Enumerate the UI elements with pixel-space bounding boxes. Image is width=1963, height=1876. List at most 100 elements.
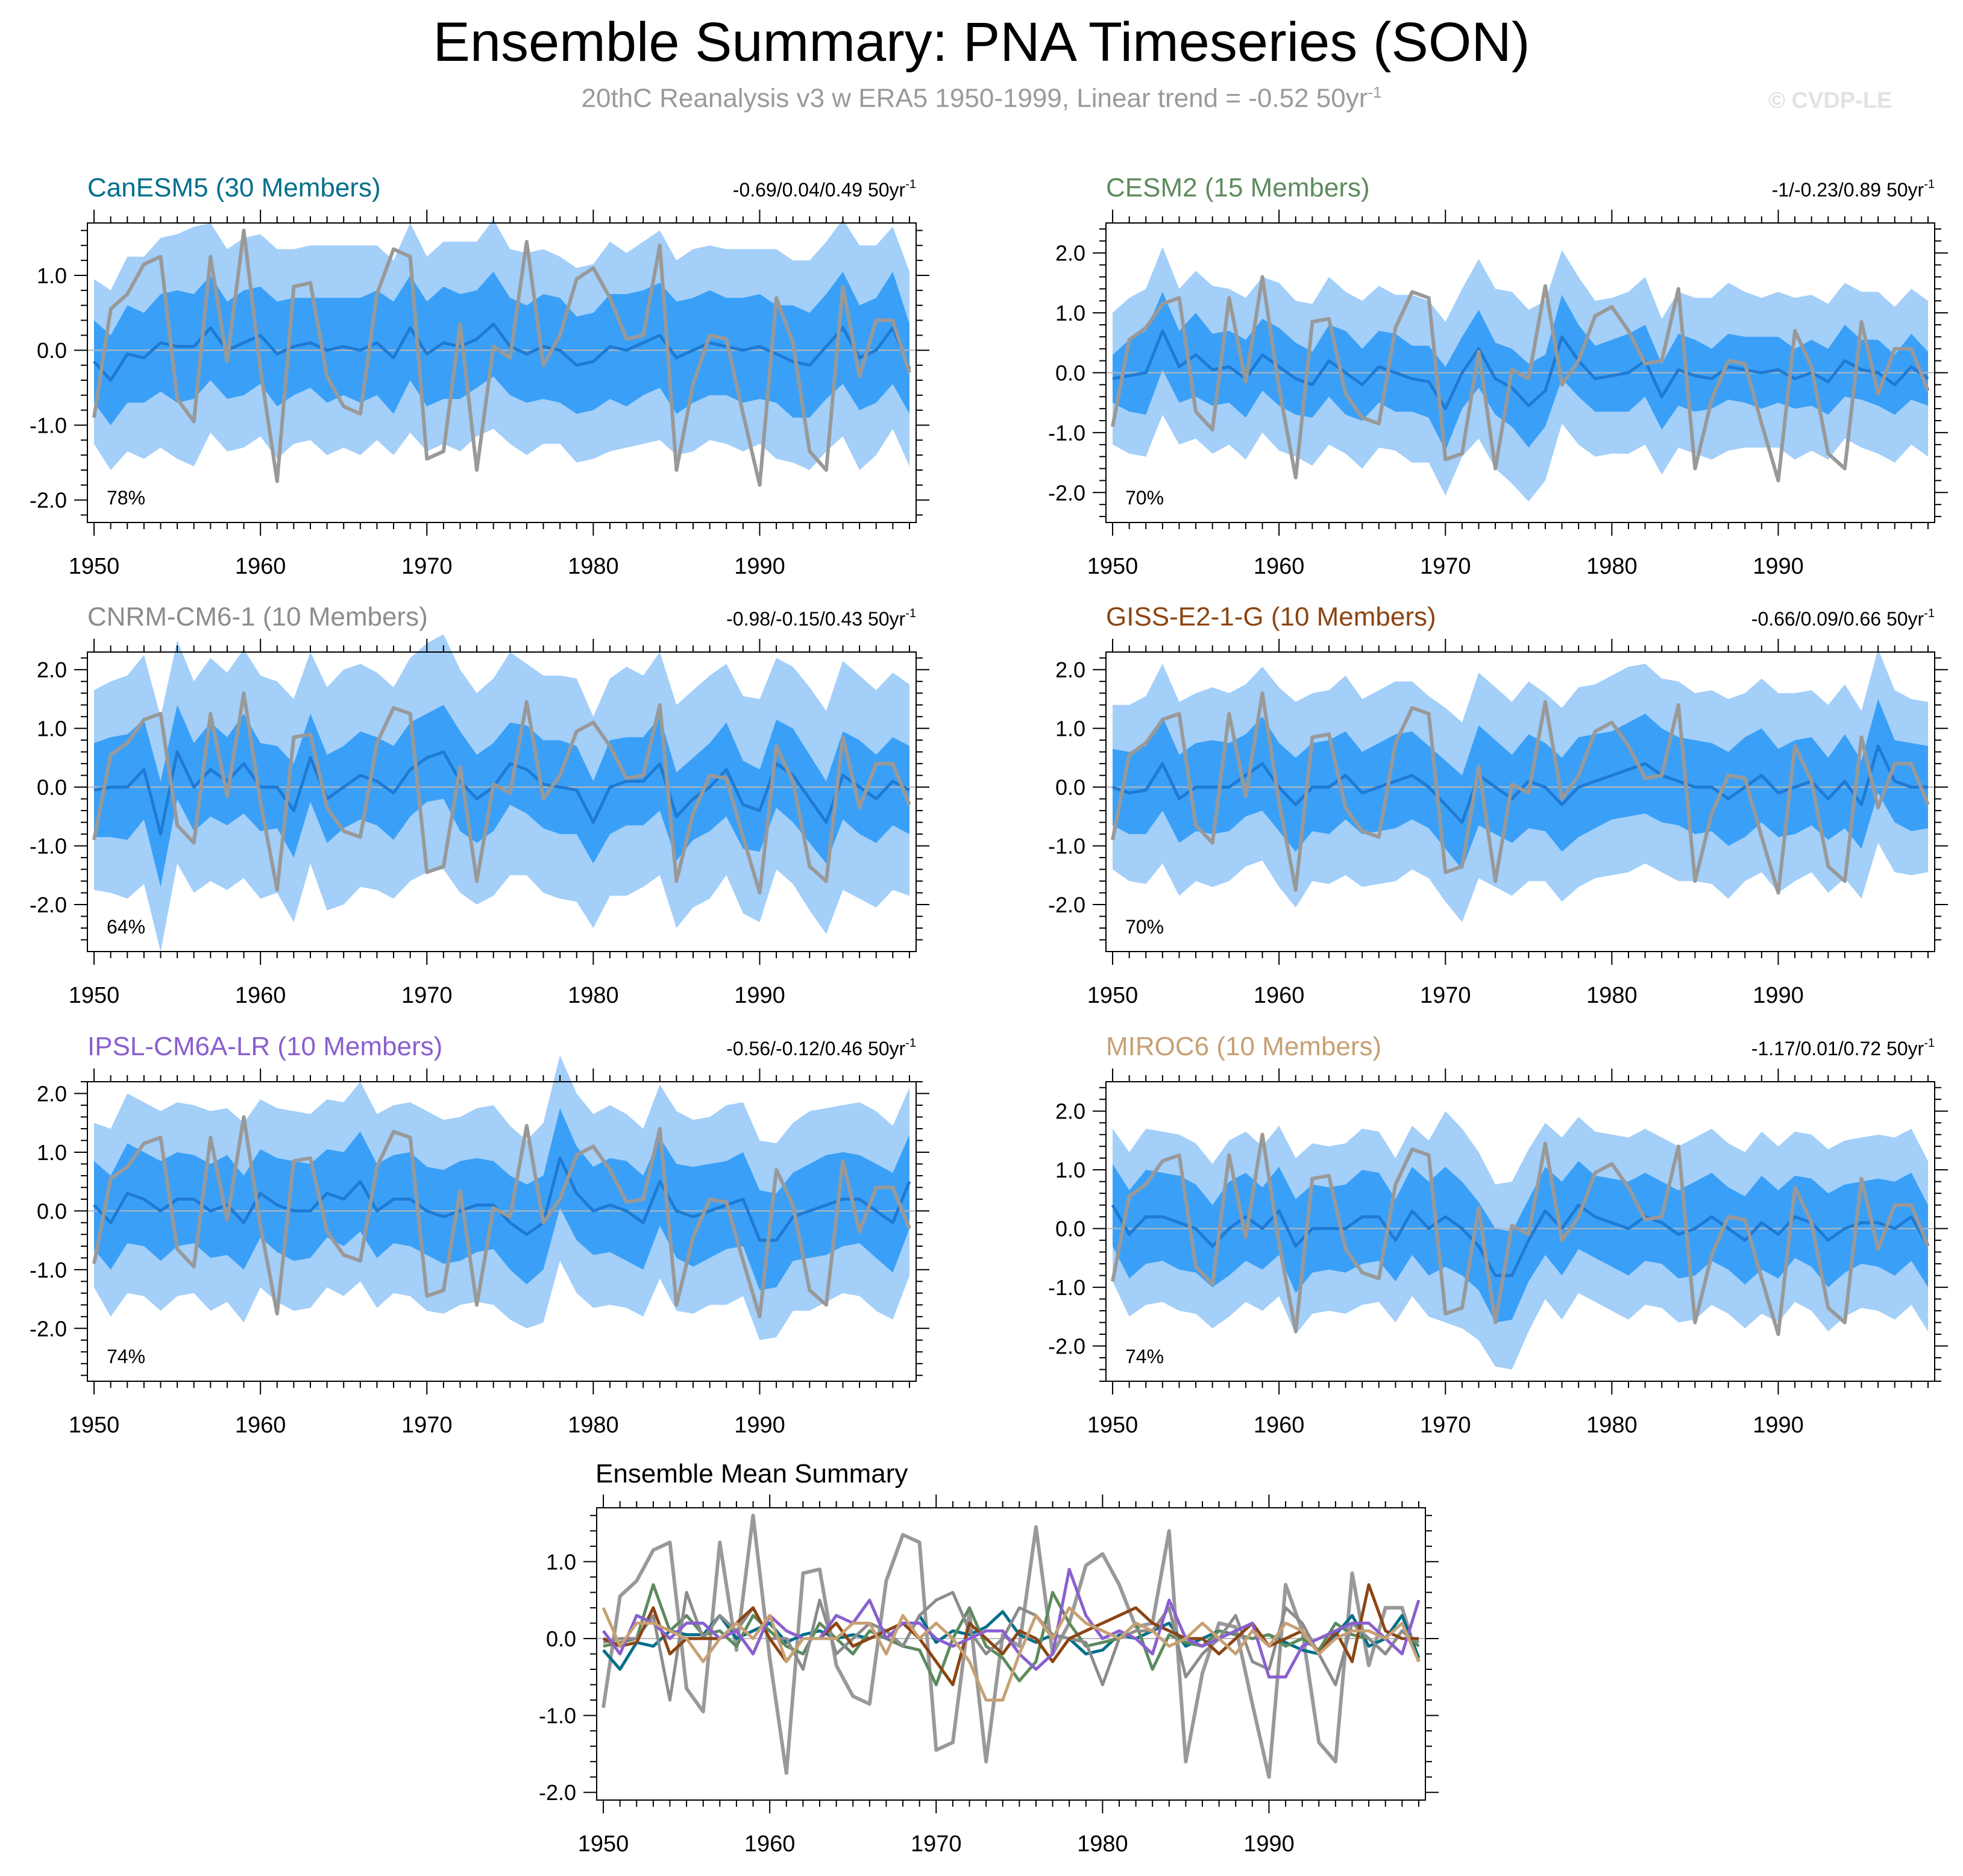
giss-e2-1-g-ytick-label: -1.0 <box>1048 834 1085 859</box>
cesm2-xtick-label: 1960 <box>1254 554 1305 579</box>
ipsl-cm6a-lr-xtick-label: 1960 <box>235 1413 286 1438</box>
giss-e2-1-g-xtick-label: 1980 <box>1586 983 1638 1008</box>
miroc6-xtick-label: 1980 <box>1586 1413 1638 1438</box>
panel-miroc6: 1950 1960 1970 1980 1990 -2.0 -1.0 0.0 1.0 2.0 MIR… <box>1048 1032 1948 1438</box>
page-title: Ensemble Summary: PNA Timeseries (SON) <box>433 11 1530 73</box>
cnrm-cm6-1-ytick-label: 1.0 <box>37 717 67 741</box>
cnrm-cm6-1-panel-title: CNRM-CM6-1 (10 Members) <box>87 602 428 632</box>
summary-xtick-label: 1960 <box>744 1831 796 1857</box>
subtitle-unit-exponent: -1 <box>1368 83 1382 101</box>
giss-e2-1-g-panel-title: GISS-E2-1-G (10 Members) <box>1106 602 1436 632</box>
miroc6-ytick-label: 1.0 <box>1055 1158 1085 1182</box>
ipsl-cm6a-lr-xtick-label: 1970 <box>401 1413 453 1438</box>
giss-e2-1-g-xtick-label: 1970 <box>1420 983 1471 1008</box>
miroc6-ytick-label: -1.0 <box>1048 1275 1085 1300</box>
canesm5-plot-frame <box>87 222 917 523</box>
cesm2-ytick-label: -1.0 <box>1048 421 1085 445</box>
summary-miroc6-mean-line <box>601 1606 1421 1702</box>
panel-cesm2: 1950 1960 1970 1980 1990 -2.0 -1.0 0.0 1.0 2.0 CES… <box>1048 173 1948 579</box>
miroc6-plot-frame <box>1105 1081 1935 1382</box>
ipsl-cm6a-lr-panel-title: IPSL-CM6A-LR (10 Members) <box>87 1032 442 1061</box>
canesm5-observed-line <box>92 228 911 487</box>
cvdp-watermark: © CVDP-LE <box>1768 88 1892 113</box>
ipsl-cm6a-lr-percent-label: 74% <box>107 1346 145 1367</box>
canesm5-ytick-label: -2.0 <box>30 488 67 513</box>
cnrm-cm6-1-xtick-label: 1990 <box>734 983 785 1008</box>
ipsl-cm6a-lr-ytick-label: 2.0 <box>37 1081 67 1106</box>
cnrm-cm6-1-ytick-label: 0.0 <box>37 775 67 800</box>
summary-ipsl-cm6a-lr-mean-line <box>601 1567 1421 1679</box>
giss-e2-1-g-ytick-label: 1.0 <box>1055 717 1085 741</box>
ipsl-cm6a-lr-ytick-label: 1.0 <box>37 1140 67 1165</box>
summary-cesm2-mean-line <box>603 1583 1420 1687</box>
ipsl-cm6a-lr-plot-frame <box>87 1081 917 1382</box>
cesm2-ytick-label: 2.0 <box>1055 241 1085 266</box>
giss-e2-1-g-trend-label: -0.66/0.09/0.66 50yr-1 <box>1751 607 1935 630</box>
cesm2-ytick-label: -2.0 <box>1048 480 1085 505</box>
canesm5-ytick-label: -1.0 <box>30 413 67 438</box>
cesm2-inner-spread-band <box>1113 292 1928 451</box>
cnrm-cm6-1-ytick-label: -1.0 <box>30 834 67 859</box>
canesm5-ytick-label: 0.0 <box>37 338 67 363</box>
giss-e2-1-g-ytick-label: -2.0 <box>1048 893 1085 917</box>
giss-e2-1-g-plot-frame <box>1105 651 1935 952</box>
cnrm-cm6-1-ytick-label: 2.0 <box>37 657 67 682</box>
cesm2-observed-line <box>1111 275 1930 483</box>
ipsl-cm6a-lr-xtick-label: 1990 <box>734 1413 785 1438</box>
miroc6-inner-spread-band <box>1113 1161 1928 1323</box>
canesm5-ytick-label: 1.0 <box>37 263 67 288</box>
cnrm-cm6-1-observed-line <box>92 691 911 895</box>
ipsl-cm6a-lr-ytick-label: -2.0 <box>30 1316 67 1341</box>
miroc6-trend-label: -1.17/0.01/0.72 50yr-1 <box>1751 1037 1935 1059</box>
cesm2-percent-label: 70% <box>1125 487 1164 509</box>
cesm2-xtick-label: 1990 <box>1753 554 1804 579</box>
summary-xtick-label: 1970 <box>911 1831 962 1857</box>
giss-e2-1-g-ytick-label: 0.0 <box>1055 775 1085 800</box>
cnrm-cm6-1-ytick-label: -2.0 <box>30 893 67 917</box>
miroc6-ytick-label: 2.0 <box>1055 1099 1085 1124</box>
giss-e2-1-g-xtick-label: 1960 <box>1254 983 1305 1008</box>
subtitle-text: 20thC Reanalysis v3 w ERA5 1950-1999, Li… <box>581 83 1368 113</box>
giss-e2-1-g-xtick-label: 1990 <box>1753 983 1804 1008</box>
cesm2-xtick-label: 1950 <box>1087 554 1139 579</box>
canesm5-panel-title: CanESM5 (30 Members) <box>87 173 381 202</box>
miroc6-ytick-label: -2.0 <box>1048 1334 1085 1359</box>
panel-ipsl-cm6a-lr: 1950 1960 1970 1980 1990 -2.0 -1.0 0.0 1.0 2.0 IPS… <box>30 1032 929 1438</box>
giss-e2-1-g-ytick-label: 2.0 <box>1055 657 1085 682</box>
cnrm-cm6-1-percent-label: 64% <box>107 916 145 938</box>
ipsl-cm6a-lr-ytick-label: 0.0 <box>37 1199 67 1223</box>
cesm2-trend-label: -1/-0.23/0.89 50yr-1 <box>1772 178 1935 201</box>
cnrm-cm6-1-xtick-label: 1950 <box>69 983 120 1008</box>
canesm5-xtick-label: 1990 <box>734 554 785 579</box>
cesm2-xtick-label: 1980 <box>1586 554 1638 579</box>
ipsl-cm6a-lr-trend-label: -0.56/-0.12/0.46 50yr-1 <box>726 1037 916 1059</box>
canesm5-trend-label: -0.69/0.04/0.49 50yr-1 <box>733 178 916 201</box>
cnrm-cm6-1-xtick-label: 1960 <box>235 983 286 1008</box>
miroc6-ytick-label: 0.0 <box>1055 1217 1085 1241</box>
canesm5-percent-label: 78% <box>107 487 145 509</box>
summary-panel-title: Ensemble Mean Summary <box>595 1459 908 1489</box>
giss-e2-1-g-xtick-label: 1950 <box>1087 983 1139 1008</box>
summary-ytick-label: -2.0 <box>539 1780 576 1805</box>
summary-ytick-label: 0.0 <box>546 1627 576 1651</box>
summary-ytick-label: -1.0 <box>539 1704 576 1728</box>
ipsl-cm6a-lr-xtick-label: 1950 <box>69 1413 120 1438</box>
cnrm-cm6-1-xtick-label: 1980 <box>568 983 619 1008</box>
ipsl-cm6a-lr-ytick-label: -1.0 <box>30 1258 67 1282</box>
page-subtitle: 20thC Reanalysis v3 w ERA5 1950-1999, Li… <box>0 83 1963 114</box>
panel-canesm5: 1950 1960 1970 1980 1990 -2.0 -1.0 0.0 1.0 CanESM… <box>30 173 929 579</box>
panel-ensemble-mean-summary: 1950 1960 1970 1980 1990 -2.0 -1.0 0.0 1.0 Ensemb… <box>539 1459 1439 1857</box>
canesm5-xtick-label: 1950 <box>69 554 120 579</box>
miroc6-xtick-label: 1970 <box>1420 1413 1471 1438</box>
summary-xtick-label: 1990 <box>1243 1831 1295 1857</box>
panel-cnrm-cm6-1: 1950 1960 1970 1980 1990 -2.0 -1.0 0.0 1.0 2.0 CNR… <box>30 602 929 1008</box>
ipsl-cm6a-lr-xtick-label: 1980 <box>568 1413 619 1438</box>
miroc6-panel-title: MIROC6 (10 Members) <box>1106 1032 1381 1061</box>
cesm2-ytick-label: 0.0 <box>1055 361 1085 386</box>
summary-xtick-label: 1980 <box>1077 1831 1128 1857</box>
canesm5-xtick-label: 1970 <box>401 554 453 579</box>
miroc6-xtick-label: 1960 <box>1254 1413 1305 1438</box>
miroc6-xtick-label: 1990 <box>1753 1413 1804 1438</box>
cnrm-cm6-1-inner-spread-band <box>94 704 909 887</box>
